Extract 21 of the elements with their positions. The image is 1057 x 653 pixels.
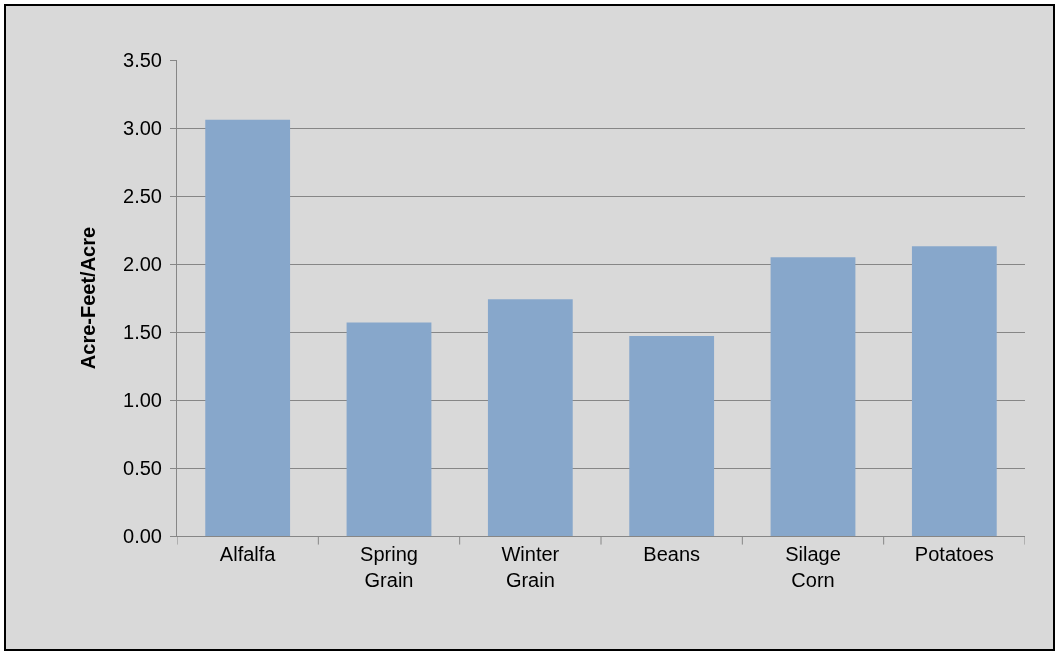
y-tick-label: 0.50 xyxy=(123,457,162,479)
y-tick-label: 2.50 xyxy=(123,185,162,207)
bar xyxy=(346,322,432,536)
y-tick-label: 3.50 xyxy=(123,49,162,71)
bar xyxy=(487,299,573,536)
bar xyxy=(911,246,997,536)
bar xyxy=(770,257,856,536)
y-axis-title: Acre-Feet/Acre xyxy=(76,226,99,370)
x-tick-label: Potatoes xyxy=(914,543,994,565)
bar xyxy=(205,119,291,536)
x-tick-label: Alfalfa xyxy=(219,543,277,565)
x-tick-label: Spring Grain xyxy=(360,543,418,591)
x-tick-label: Winter Grain xyxy=(501,543,560,591)
y-tick-label: 2.00 xyxy=(123,253,162,275)
bar xyxy=(629,336,715,536)
x-tick-label: Silage Corn xyxy=(785,543,841,591)
y-tick-label: 1.00 xyxy=(123,389,162,411)
y-tick-label: 3.00 xyxy=(123,117,162,139)
y-tick-label: 1.50 xyxy=(123,321,162,343)
y-tick-label: 0.00 xyxy=(123,525,162,547)
x-tick-label: Beans xyxy=(643,543,701,565)
